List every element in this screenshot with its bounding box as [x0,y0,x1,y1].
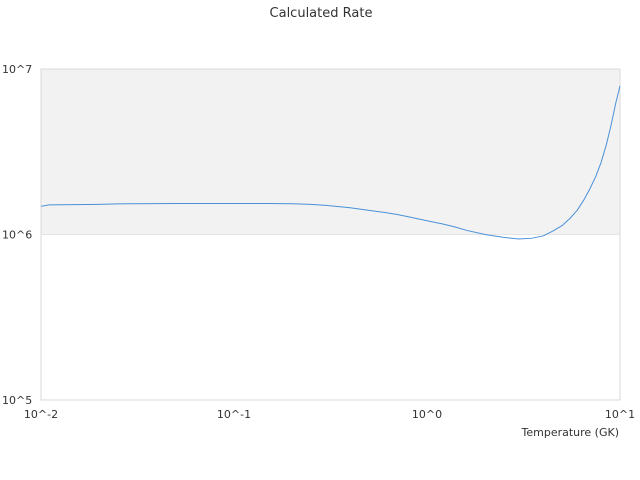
y-tick-label: 10^5 [2,394,32,407]
x-tick-label: 10^-2 [24,408,58,421]
chart-title: Calculated Rate [270,6,373,21]
x-tick-label: 10^1 [605,408,635,421]
x-tick-label: 10^0 [412,408,442,421]
y-tick-label: 10^7 [2,63,32,76]
plot-area: 10^-2 10^-1 10^0 10^1 10^5 10^6 10^7 [2,63,635,421]
x-axis-label: Temperature (GK) [521,426,620,439]
series-line [40,85,621,240]
shaded-band [41,69,620,235]
y-tick-label: 10^6 [2,229,32,242]
x-tick-label: 10^-1 [217,408,251,421]
